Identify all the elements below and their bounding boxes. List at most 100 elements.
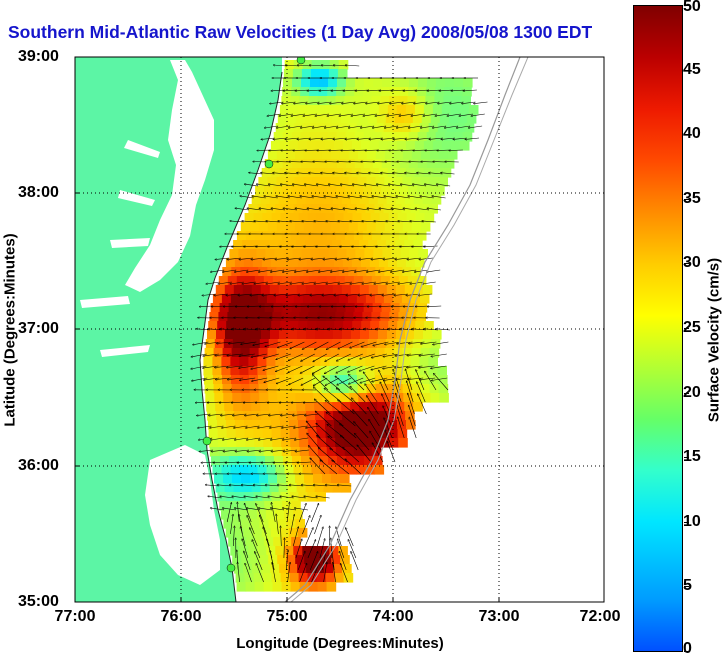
velocity-cell [381,159,392,169]
velocity-arrow [421,341,437,344]
velocity-arrow [233,526,234,547]
velocity-arrow [299,563,307,583]
velocity-cell [321,267,331,277]
velocity-cell [261,168,272,178]
velocity-cell [292,78,302,88]
velocity-cell [245,582,256,592]
velocity-cell [397,321,407,331]
velocity-arrow [288,196,302,199]
velocity-cell [234,564,244,574]
velocity-cell [263,582,274,592]
velocity-cell [275,357,285,367]
velocity-cell [223,474,233,484]
velocity-arrow [325,377,340,386]
velocity-cell [304,555,314,565]
velocity-cell [377,402,387,412]
velocity-cell [340,339,351,349]
velocity-cell [243,564,253,574]
velocity-cell [236,312,246,322]
velocity-cell [435,186,445,196]
velocity-cell [236,231,247,241]
velocity-arrow [350,386,366,403]
velocity-cell [357,150,368,160]
velocity-arrow [388,184,403,187]
velocity-cell [245,447,256,457]
velocity-cell [335,447,346,457]
velocity-cell [413,240,423,250]
velocity-arrow [330,448,348,463]
velocity-arrow [456,125,471,128]
velocity-cell [338,60,349,70]
velocity-cell [405,168,416,178]
velocity-cell [351,105,362,115]
velocity-cell [368,240,378,250]
velocity-cell [411,384,422,394]
velocity-cell [446,123,457,133]
velocity-cell [365,465,376,475]
velocity-arrow [258,269,273,272]
velocity-cell [427,78,437,88]
velocity-arrow [301,377,316,385]
velocity-arrow [337,485,352,487]
velocity-cell [334,213,345,223]
velocity-cell [379,420,389,430]
velocity-cell [390,87,400,97]
velocity-cell [330,375,340,385]
velocity-cell [421,114,432,124]
velocity-cell [284,510,294,520]
velocity-arrow [338,281,352,284]
velocity-arrow [208,496,222,499]
velocity-cell [416,276,427,286]
velocity-cell [279,258,290,268]
velocity-cell [347,123,358,133]
velocity-cell [371,276,382,286]
velocity-arrow [325,353,339,362]
velocity-cell [277,393,287,403]
velocity-cell [333,564,343,574]
velocity-arrow [348,125,363,128]
velocity-cell [462,132,473,142]
velocity-arrow [294,269,309,272]
velocity-cell [426,87,436,97]
velocity-cell [303,384,314,394]
velocity-arrow [387,441,396,463]
velocity-arrow [246,269,261,272]
velocity-cell [430,393,440,403]
velocity-cell [391,78,401,88]
velocity-cell [393,384,404,394]
velocity-cell [283,78,293,88]
velocity-cell [311,465,322,475]
colorbar-tick [684,651,689,652]
velocity-arrow [360,196,374,199]
velocity-cell [453,87,463,97]
velocity-cell [361,213,372,223]
velocity-cell [231,384,242,394]
velocity-cell [265,456,275,466]
velocity-arrow [278,281,292,284]
velocity-arrow [408,125,423,128]
velocity-cell [291,87,301,97]
velocity-cell [222,348,233,358]
velocity-cell [422,195,433,205]
velocity-arrow [357,445,372,463]
velocity-cell [270,258,281,268]
velocity-cell [223,519,233,529]
velocity-cell [341,483,352,493]
velocity-cell [208,321,218,331]
velocity-cell [207,411,217,421]
velocity-cell [338,366,348,376]
velocity-cell [329,294,340,304]
velocity-cell [240,384,251,394]
velocity-cell [306,330,316,340]
velocity-cell [243,528,254,538]
velocity-arrow [372,196,386,199]
velocity-cell [203,366,213,376]
velocity-cell [326,276,337,286]
velocity-cell [382,78,392,88]
velocity-cell [284,294,295,304]
velocity-cell [308,231,319,241]
velocity-cell [345,186,355,196]
velocity-cell [372,159,383,169]
velocity-arrow [383,353,399,357]
velocity-cell [296,195,307,205]
